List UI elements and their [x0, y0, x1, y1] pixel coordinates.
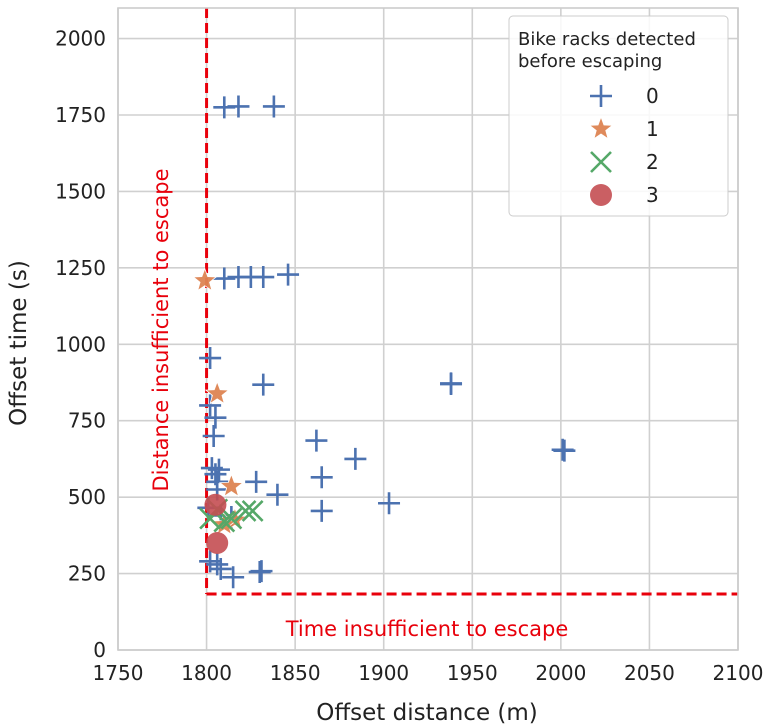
data-point-series-0 [207, 458, 230, 481]
data-point-series-0 [250, 560, 273, 583]
x-tick-label: 2000 [535, 661, 586, 685]
legend-marker-2 [590, 151, 612, 173]
data-point-series-0 [245, 470, 268, 493]
legend-title-line1: Bike racks detected [518, 29, 696, 50]
x-axis-label: Offset distance (m) [316, 700, 538, 726]
data-point-series-0 [305, 429, 328, 452]
x-tick-labels: 1750 1800 1850 1900 1950 2000 2050 2100 [93, 661, 764, 685]
annotation-time: Time insufficient to escape [285, 617, 569, 641]
legend-title-line2: before escaping [518, 51, 662, 72]
legend-label-3: 3 [646, 183, 659, 207]
data-point-series-0 [277, 263, 300, 286]
data-point-series-1 [192, 267, 218, 292]
threshold-lines [205, 8, 738, 596]
legend-box [508, 15, 729, 217]
legend-marker-3 [590, 184, 612, 206]
legend-label-2: 2 [646, 150, 659, 174]
data-point-series-1 [204, 380, 230, 405]
y-axis-label: Offset time (s) [6, 260, 32, 426]
y-tick-label: 250 [68, 562, 106, 586]
y-tick-label: 750 [68, 409, 106, 433]
data-point-series-3 [204, 493, 227, 516]
legend: Bike racks detected before escaping 0 1 2 3 [508, 15, 729, 217]
data-point-series-0 [378, 492, 401, 515]
legend-marker-1 [588, 115, 614, 140]
data-point-series-1 [222, 506, 248, 531]
y-tick-label: 0 [93, 638, 106, 662]
x-tick-label: 1800 [181, 661, 232, 685]
y-tick-label: 1750 [55, 103, 106, 127]
plot-border [117, 7, 739, 651]
y-tick-label: 1250 [55, 256, 106, 280]
data-point-series-2 [220, 507, 243, 530]
y-tick-labels: 0 250 500 750 1000 1250 1500 1750 2000 [55, 27, 106, 662]
data-points [192, 95, 576, 589]
annotation-distance: Distance insufficient to escape [149, 169, 173, 492]
x-tick-label: 2050 [624, 661, 675, 685]
data-point-series-2 [241, 499, 264, 522]
data-point-series-0 [227, 95, 250, 118]
data-point-series-0 [310, 499, 333, 522]
data-point-series-0 [202, 425, 225, 447]
data-point-series-0 [252, 266, 275, 289]
data-point-series-3 [206, 532, 229, 554]
legend-label-0: 0 [646, 84, 659, 108]
plot-frame [117, 7, 739, 651]
y-tick-label: 500 [68, 485, 106, 509]
data-point-series-2 [234, 499, 257, 522]
data-point-series-0 [344, 447, 367, 470]
legend-marker-0 [590, 85, 612, 107]
x-tick-label: 1900 [358, 661, 409, 685]
data-point-series-0 [199, 347, 222, 370]
y-tick-label: 2000 [55, 27, 106, 51]
x-tick-label: 1750 [93, 661, 144, 685]
data-point-series-1 [218, 473, 244, 498]
data-point-series-0 [252, 373, 275, 396]
data-point-series-0 [204, 406, 227, 429]
legend-label-1: 1 [646, 117, 659, 141]
data-point-series-0 [199, 394, 222, 417]
x-tick-label: 1950 [447, 661, 498, 685]
data-point-series-0 [440, 372, 463, 395]
x-tick-label: 1850 [270, 661, 321, 685]
y-tick-label: 1500 [55, 179, 106, 203]
data-point-series-0 [206, 553, 229, 576]
data-point-series-0 [310, 466, 333, 489]
x-tick-label: 2100 [713, 661, 764, 685]
y-tick-label: 1000 [55, 332, 106, 356]
data-point-series-0 [222, 566, 245, 589]
data-point-series-0 [553, 439, 576, 462]
data-point-series-0 [262, 95, 285, 118]
data-point-series-0 [209, 557, 232, 580]
data-point-series-0 [266, 483, 289, 506]
data-point-series-0 [213, 267, 236, 290]
